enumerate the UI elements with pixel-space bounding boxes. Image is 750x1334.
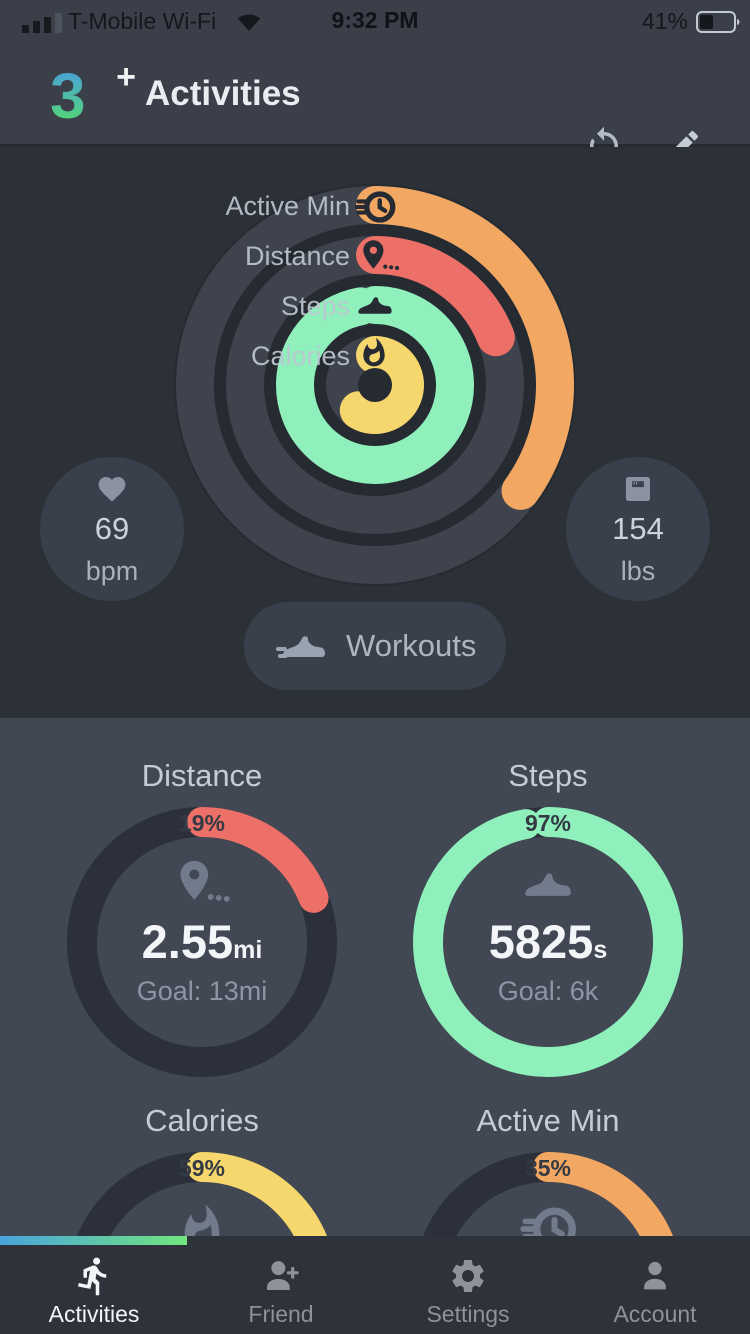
distance-gauge: 19% 2.55mi Goal: 13mi [62, 802, 342, 1082]
battery-percent-label: 41% [641, 8, 688, 34]
steps-card[interactable]: Steps 97% 5825s Goal: 6k [373, 758, 723, 1082]
tab-account[interactable]: Account [575, 1236, 735, 1334]
card-title: Distance [141, 758, 263, 793]
flame-icon [176, 1203, 228, 1236]
card-title: Active Min [476, 1103, 620, 1138]
clock-icon [519, 1203, 577, 1236]
tab-bar: Activities Friend Settings Account [0, 1236, 750, 1334]
heart-rate-unit: bpm [85, 556, 139, 586]
active-min-card[interactable]: Active Min 35% [373, 1103, 723, 1236]
tab-friend[interactable]: Friend [201, 1236, 361, 1334]
carrier-label: T-Mobile Wi-Fi [68, 8, 217, 34]
distance-percent-label: 19% [178, 810, 226, 836]
progress-strip [0, 1236, 187, 1245]
signal-strength-icon [22, 13, 62, 33]
weight-value: 154 [612, 511, 664, 546]
calories-gauge-arc [67, 1152, 337, 1236]
ring-label-steps: Steps [280, 291, 350, 321]
active-min-gauge: 35% [408, 1147, 688, 1236]
calories-gauge: 59% [62, 1147, 342, 1236]
steps-gauge-arc [413, 807, 683, 1077]
map-pin-icon [172, 858, 232, 904]
active-min-gauge-arc [413, 1152, 683, 1236]
weight-unit: lbs [620, 556, 656, 586]
ring-label-calories: Calories [250, 341, 350, 371]
map-pin-icon [358, 238, 400, 272]
activity-rings-section: Active Min Distance Steps Calories 69 bp… [0, 147, 750, 718]
card-title: Steps [508, 758, 588, 793]
steps-goal-label: Goal: 6k [497, 976, 599, 1006]
tab-settings[interactable]: Settings [388, 1236, 548, 1334]
steps-percent-label: 97% [524, 810, 572, 836]
active-min-percent-label: 35% [524, 1155, 572, 1181]
steps-value: 5825s [488, 915, 608, 968]
flame-icon [358, 337, 390, 369]
status-time: 9:32 PM [331, 7, 419, 33]
logo-text: 3 [50, 60, 86, 132]
workouts-button-label: Workouts [346, 628, 477, 663]
app-logo: 3 + [50, 58, 136, 134]
person-icon [635, 1255, 675, 1297]
heart-rate-bubble[interactable]: 69 bpm [40, 457, 184, 601]
clock-icon [354, 188, 396, 226]
distance-gauge-arc [67, 807, 337, 1077]
card-title: Calories [145, 1103, 259, 1138]
battery-icon [696, 11, 740, 33]
app-header: 3 + Activities [0, 44, 750, 147]
active-min-ring [176, 186, 574, 584]
page-title: Activities [145, 74, 301, 113]
shoe-icon [356, 286, 394, 324]
workouts-button[interactable]: Workouts [244, 602, 506, 690]
steps-gauge: 97% 5825s Goal: 6k [408, 802, 688, 1082]
ring-label-active-min: Active Min [225, 191, 350, 221]
calories-percent-label: 59% [178, 1155, 226, 1181]
distance-goal-label: Goal: 13mi [136, 976, 268, 1006]
ring-label-distance: Distance [244, 241, 350, 271]
distance-value: 2.55mi [141, 915, 263, 968]
calories-ring [326, 336, 424, 434]
gear-icon [448, 1255, 488, 1297]
scale-icon [622, 473, 654, 505]
activity-cards-section: Distance 19% 2.55mi Goal: 13mi Steps [0, 718, 750, 1236]
runner-icon [73, 1255, 115, 1297]
heart-icon [95, 473, 129, 505]
logo-plus: + [116, 58, 136, 96]
workout-shoe-icon [276, 622, 328, 670]
weight-bubble[interactable]: 154 lbs [566, 457, 710, 601]
status-bar: T-Mobile Wi-Fi 9:32 PM 41% [0, 0, 750, 44]
distance-card[interactable]: Distance 19% 2.55mi Goal: 13mi [27, 758, 377, 1082]
heart-rate-value: 69 [94, 511, 130, 546]
tab-activities[interactable]: Activities [14, 1236, 174, 1334]
person-plus-icon [259, 1255, 303, 1297]
calories-card[interactable]: Calories 59% [27, 1103, 377, 1236]
shoe-icon [522, 858, 574, 910]
